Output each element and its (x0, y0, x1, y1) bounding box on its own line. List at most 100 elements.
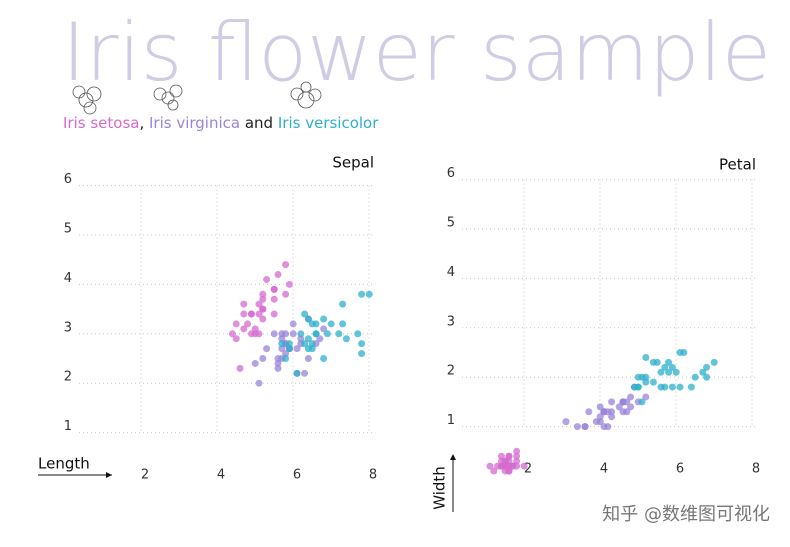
point (581, 423, 589, 431)
point (358, 290, 366, 298)
point (278, 335, 286, 343)
y-tick-label: 4 (447, 265, 455, 280)
point (627, 393, 635, 401)
point (263, 345, 271, 353)
point (358, 350, 366, 358)
x-tick-label: 2 (524, 462, 532, 477)
point (263, 275, 271, 283)
watermark: 知乎 @数维图可视化 (602, 504, 770, 525)
point (486, 462, 494, 470)
legend-label: Iris virginica (149, 114, 240, 132)
point (657, 383, 665, 391)
point (228, 330, 236, 338)
point (270, 295, 278, 303)
point (244, 320, 252, 328)
x-tick-label: 2 (141, 468, 149, 483)
point (665, 368, 673, 376)
point (282, 261, 290, 269)
point (665, 358, 673, 366)
point (259, 355, 267, 362)
point (308, 340, 316, 348)
point (672, 368, 680, 376)
point (505, 467, 513, 475)
point (270, 310, 278, 318)
y-axis-label: Width (431, 466, 449, 510)
point (274, 355, 282, 362)
x-tick-label: 4 (600, 462, 608, 477)
point (592, 418, 600, 426)
point (354, 330, 362, 338)
point (608, 398, 616, 406)
point (497, 462, 505, 470)
point (585, 408, 593, 416)
point (520, 462, 528, 470)
point (255, 330, 263, 338)
point (676, 383, 684, 391)
y-tick-label: 1 (447, 413, 455, 428)
point (301, 369, 309, 377)
point (274, 271, 282, 279)
y-tick-label: 2 (447, 364, 455, 379)
legend-label: Iris setosa (63, 114, 139, 132)
point (255, 300, 263, 308)
point (661, 363, 669, 371)
point (251, 325, 259, 333)
point (608, 413, 616, 421)
y-tick-label: 1 (64, 419, 72, 434)
point (259, 315, 267, 323)
point (323, 330, 331, 338)
point (282, 330, 290, 338)
point (289, 330, 297, 338)
point (274, 364, 282, 372)
point (365, 290, 373, 298)
title: Iris flower sample (62, 6, 771, 99)
point (259, 295, 267, 303)
point (240, 310, 248, 318)
point (327, 320, 335, 328)
point (232, 335, 240, 343)
panel-title: Petal (719, 156, 756, 174)
point (320, 315, 328, 323)
legend-label: Iris versicolor (278, 114, 379, 132)
point (339, 320, 347, 328)
y-tick-label: 5 (447, 216, 455, 231)
point (282, 355, 290, 362)
point (335, 330, 343, 338)
x-tick-label: 6 (293, 468, 301, 483)
y-tick-label: 2 (64, 370, 72, 385)
point (710, 358, 718, 366)
separator: and (240, 114, 278, 132)
point (255, 379, 263, 387)
point (297, 335, 305, 343)
point (657, 368, 665, 376)
point (232, 320, 240, 328)
point (278, 345, 286, 353)
point (497, 452, 505, 460)
point (638, 398, 646, 406)
x-tick-label: 8 (369, 468, 377, 483)
x-axis-label: Length (38, 455, 90, 473)
point (505, 452, 513, 460)
point (358, 340, 366, 348)
point (699, 368, 707, 376)
y-tick-label: 3 (447, 314, 455, 329)
point (308, 320, 316, 328)
point (293, 369, 301, 377)
y-tick-label: 4 (64, 271, 72, 286)
point (259, 305, 267, 313)
point (316, 335, 324, 343)
point (619, 398, 627, 406)
point (342, 335, 350, 343)
point (596, 413, 604, 421)
point (255, 310, 263, 318)
point (573, 423, 581, 431)
point (285, 340, 293, 348)
point (320, 325, 328, 333)
point (490, 467, 498, 475)
point (240, 325, 248, 333)
axis-arrow-head (450, 454, 456, 460)
point (668, 383, 676, 391)
point (278, 340, 286, 348)
point (634, 383, 642, 391)
